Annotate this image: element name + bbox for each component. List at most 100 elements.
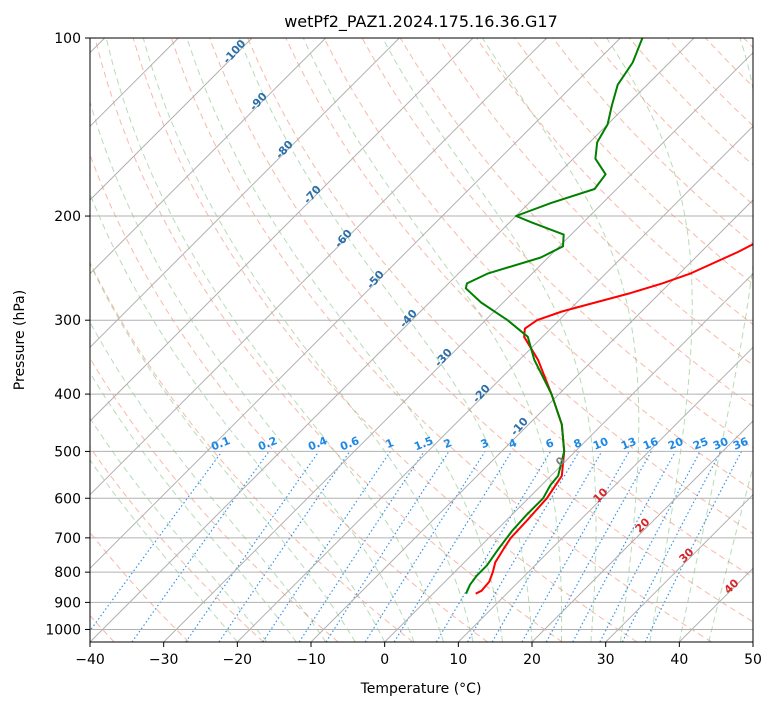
moist-adiabat-label: 30 xyxy=(677,545,697,565)
y-tick-label: 800 xyxy=(54,565,81,581)
mixing-ratio-label: 0.4 xyxy=(306,434,329,453)
dry-adiabat-line xyxy=(247,38,753,578)
mixing-ratio-label: 25 xyxy=(691,435,710,453)
dry-adiabat-line xyxy=(743,38,753,49)
mixing-ratio-label: 13 xyxy=(619,435,638,453)
x-axis: −40 −30 −20 −10 0 10 20 30 40 50 xyxy=(75,642,762,668)
x-tick-label: 0 xyxy=(380,652,389,668)
temperature-profile-line xyxy=(475,243,753,595)
moist-adiabat-label: 20 xyxy=(633,515,653,535)
mixing-ratio-label: 8 xyxy=(572,436,584,451)
plot-frame xyxy=(89,37,754,643)
moist-adiabat-line xyxy=(606,38,693,642)
mixing-ratio-label: 1 xyxy=(384,436,396,451)
mixing-ratio-label: 1.5 xyxy=(412,434,435,453)
mixing-ratio-line xyxy=(298,451,425,642)
mixing-ratio-line xyxy=(393,451,513,642)
dry-adiabat-label: -20 xyxy=(470,382,493,406)
dry-adiabat-line xyxy=(285,38,753,535)
isotherm-line xyxy=(90,38,474,422)
mixing-ratio-label: 0.6 xyxy=(338,434,361,453)
mixing-ratio-label: 20 xyxy=(666,435,685,453)
moist-adiabat-line xyxy=(90,262,356,642)
mixing-ratio-label: 10 xyxy=(591,435,610,453)
dry-adiabat-line xyxy=(705,38,753,88)
dry-adiabat-label: -40 xyxy=(397,307,420,331)
moist-adiabat-line xyxy=(708,465,753,642)
dry-adiabat-label: -30 xyxy=(432,346,455,370)
dry-adiabat-line xyxy=(476,38,753,326)
dry-adiabat-line xyxy=(552,38,753,245)
profile-series xyxy=(464,38,753,595)
mixing-ratio-line xyxy=(521,451,630,642)
mixing-ratio-line xyxy=(90,451,223,632)
isotherm-line xyxy=(678,567,753,642)
mixing-ratio-label: 16 xyxy=(641,435,660,453)
chart-title: wetPf2_PAZ1.2024.175.16.36.G17 xyxy=(284,12,558,32)
mixing-ratio-line xyxy=(545,451,652,642)
mixing-ratio-line xyxy=(364,451,486,642)
dry-adiabat-label: -70 xyxy=(301,183,324,207)
y-tick-label: 700 xyxy=(54,531,81,547)
x-tick-label: 50 xyxy=(744,652,762,668)
dry-adiabat-line xyxy=(209,38,753,623)
x-tick-label: −20 xyxy=(223,652,253,668)
y-tick-label: 300 xyxy=(54,313,81,329)
isotherm-line xyxy=(163,51,753,642)
dry-adiabat-label: -90 xyxy=(247,90,270,114)
dry-adiabat-line xyxy=(170,38,712,642)
isotherm-zero xyxy=(384,272,753,642)
moist-adiabat-line xyxy=(90,459,238,642)
mixing-ratio-label: 36 xyxy=(731,435,750,453)
isotherm-line xyxy=(531,420,753,642)
isotherm-line xyxy=(236,125,753,642)
x-tick-label: −40 xyxy=(75,652,105,668)
dry-adiabat-line xyxy=(90,446,264,642)
isotherm-line xyxy=(752,641,753,642)
x-tick-label: 30 xyxy=(597,652,615,668)
mixing-ratio-label: 6 xyxy=(544,436,556,451)
moist-adiabat-line xyxy=(302,38,563,642)
moist-adiabat-line xyxy=(142,38,474,642)
mixing-ratio-line xyxy=(218,451,351,642)
dry-adiabat-line xyxy=(90,531,190,642)
y-axis-title: Pressure (hPa) xyxy=(12,290,28,390)
isotherm-line xyxy=(90,38,621,570)
moist-adiabat-line xyxy=(90,321,327,642)
dry-adiabat-line xyxy=(437,38,753,366)
isotherm-line xyxy=(457,346,753,642)
x-tick-label: 20 xyxy=(523,652,541,668)
isotherm-line xyxy=(310,199,753,642)
dry-adiabat-label: -10 xyxy=(508,415,531,439)
moist-adiabat-line xyxy=(186,38,503,642)
moist-adiabat-line xyxy=(90,192,386,642)
contour-labels: -100 -90 -80-70 -60 -50 -40 -30 -20 -10 0.1 0.2 0.4… xyxy=(209,37,750,597)
mixing-ratio-line xyxy=(185,451,320,642)
y-tick-label: 500 xyxy=(54,444,81,460)
mixing-ratio-line xyxy=(262,451,391,642)
grid-lines xyxy=(90,38,753,642)
mixing-ratio-label: 30 xyxy=(711,435,730,453)
moist-adiabat-line xyxy=(90,371,297,642)
dewpoint-profile-line xyxy=(464,38,644,595)
mixing-ratio-label: 2 xyxy=(442,436,454,451)
x-axis-title: Temperature (°C) xyxy=(360,681,482,697)
moist-adiabat-line xyxy=(481,38,640,642)
y-tick-label: 900 xyxy=(54,595,81,611)
mixing-ratio-line xyxy=(466,451,580,642)
x-tick-label: −30 xyxy=(149,652,179,668)
x-tick-label: −10 xyxy=(296,652,326,668)
mixing-ratio-label: 0.1 xyxy=(209,434,232,453)
mixing-ratio-line xyxy=(325,451,450,642)
moist-adiabat-line xyxy=(105,38,445,642)
moist-adiabat-line xyxy=(238,38,533,642)
x-tick-label: 40 xyxy=(670,652,688,668)
moist-adiabat-label: 10 xyxy=(591,485,611,505)
mixing-ratio-label: 0.2 xyxy=(256,434,279,453)
isotherm-line xyxy=(90,38,327,275)
isotherm-line xyxy=(90,38,253,201)
dry-adiabat-label: -60 xyxy=(332,227,355,251)
moist-adiabat-line xyxy=(90,417,268,642)
mixing-ratio-line xyxy=(644,451,743,642)
dry-adiabat-label: -50 xyxy=(364,268,387,292)
